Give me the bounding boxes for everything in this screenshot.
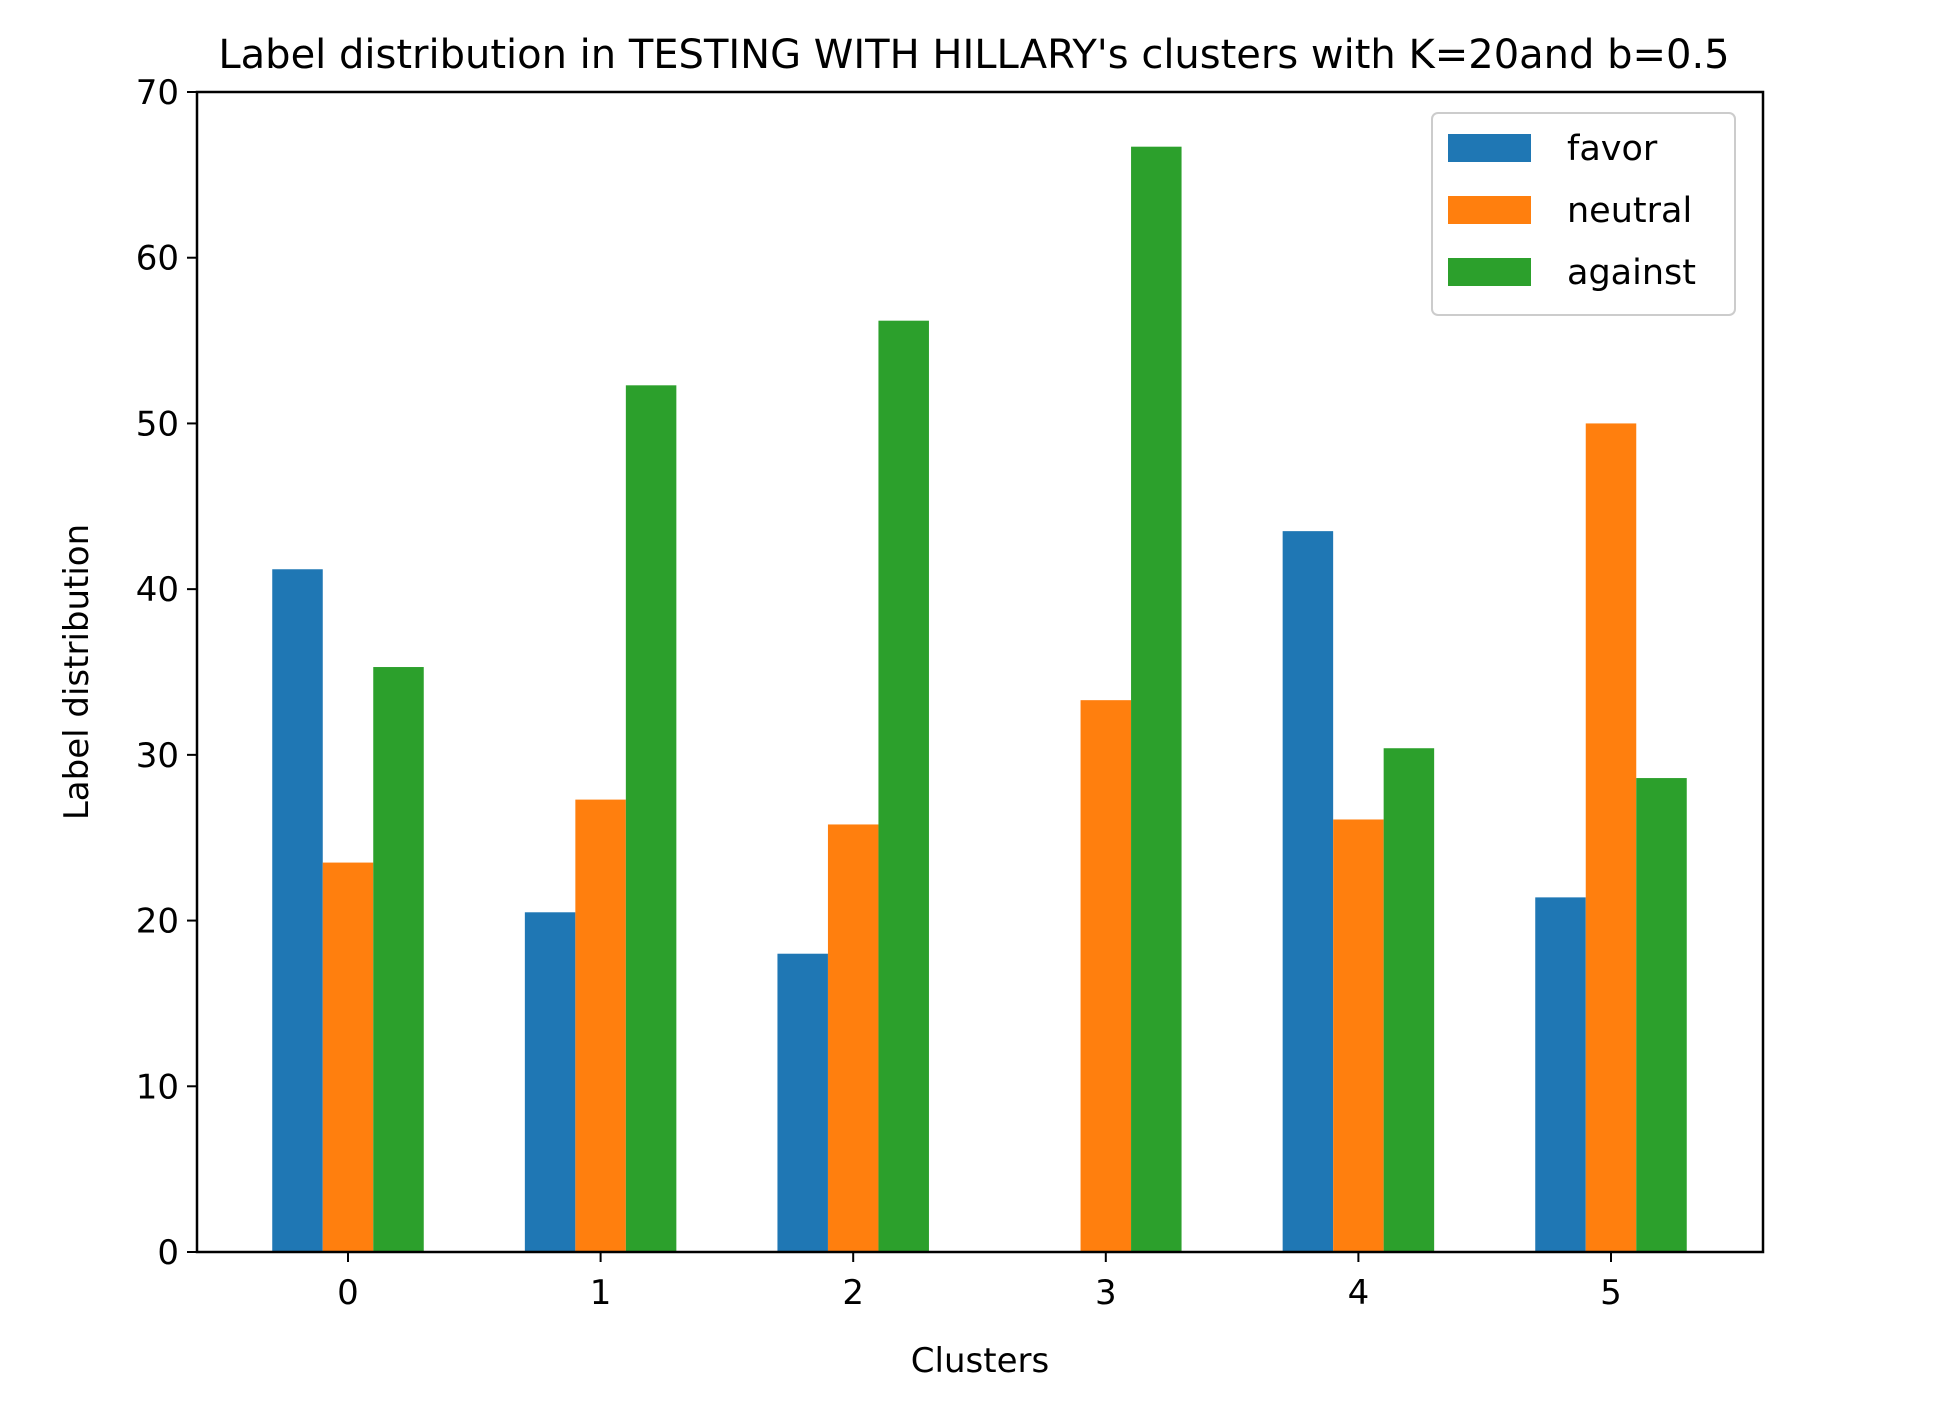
- bar-neutral-5: [1585, 423, 1637, 1252]
- y-tick-label: 10: [136, 1067, 179, 1107]
- bar-favor-4: [1282, 531, 1334, 1252]
- legend-label-favor: favor: [1567, 129, 1658, 169]
- y-tick-label: 60: [136, 239, 179, 279]
- bar-against-4: [1383, 748, 1435, 1252]
- x-tick-label: 0: [337, 1273, 359, 1313]
- bar-neutral-2: [827, 824, 879, 1252]
- y-tick-label: 20: [136, 902, 179, 942]
- bar-against-5: [1636, 778, 1687, 1252]
- y-tick-label: 0: [157, 1233, 179, 1273]
- y-tick-label: 50: [136, 404, 179, 444]
- plot-frame: [195, 90, 1765, 1254]
- bar-favor-5: [1535, 897, 1586, 1252]
- bar-neutral-1: [575, 799, 626, 1252]
- y-axis: 0 10 20 30 40 50 60 70: [136, 73, 197, 1273]
- x-axis: 0 1 2 3 4 5: [337, 1252, 1622, 1313]
- bar-neutral-3: [1080, 700, 1132, 1252]
- bar-against-1: [625, 385, 677, 1252]
- bar-against-2: [878, 320, 929, 1253]
- x-tick-label: 2: [842, 1273, 864, 1313]
- legend-swatch-against: [1448, 258, 1531, 286]
- bar-against-0: [373, 667, 424, 1252]
- y-tick-label: 40: [136, 570, 179, 610]
- bar-favor-0: [272, 569, 323, 1252]
- x-tick-label: 1: [590, 1273, 612, 1313]
- x-tick-label: 4: [1348, 1273, 1370, 1313]
- bar-favor-2: [777, 953, 828, 1252]
- chart-title: Label distribution in TESTING WITH HILLA…: [218, 32, 1729, 78]
- bar-neutral-4: [1333, 819, 1384, 1252]
- y-axis-label: Label distribution: [57, 524, 97, 820]
- x-tick-label: 5: [1600, 1273, 1622, 1313]
- legend: favor neutral against: [1431, 112, 1736, 316]
- bar-favor-1: [524, 912, 576, 1252]
- legend-swatch-neutral: [1448, 196, 1531, 224]
- x-axis-label: Clusters: [911, 1341, 1049, 1381]
- y-tick-label: 30: [136, 736, 179, 776]
- x-tick-label: 3: [1095, 1273, 1117, 1313]
- bar-against-3: [1131, 146, 1182, 1253]
- legend-label-against: against: [1567, 253, 1696, 293]
- legend-swatch-favor: [1448, 134, 1531, 162]
- bars-layer: [272, 146, 1687, 1253]
- y-tick-label: 70: [136, 73, 179, 113]
- legend-label-neutral: neutral: [1567, 191, 1692, 231]
- bar-neutral-0: [322, 862, 374, 1252]
